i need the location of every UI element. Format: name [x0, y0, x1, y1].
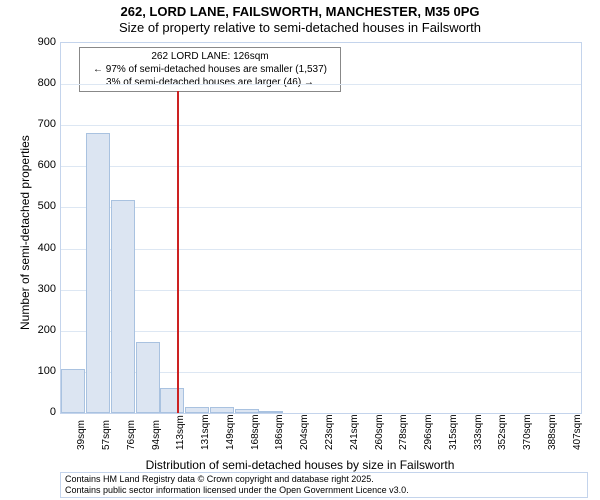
x-tick-label: 241sqm: [349, 414, 360, 450]
x-tick-label: 131sqm: [200, 414, 211, 450]
x-tick-label: 204sqm: [299, 414, 310, 450]
histogram-bar: [185, 407, 209, 413]
x-tick-label: 407sqm: [572, 414, 583, 450]
annotation-line3: 3% of semi-detached houses are larger (4…: [85, 76, 335, 89]
gridline: [61, 207, 581, 208]
gridline: [61, 331, 581, 332]
x-tick-label: 333sqm: [473, 414, 484, 450]
y-tick-label: 0: [26, 406, 56, 418]
y-tick-label: 400: [26, 242, 56, 254]
y-tick-label: 700: [26, 118, 56, 130]
annotation-line1: 262 LORD LANE: 126sqm: [85, 50, 335, 63]
gridline: [61, 166, 581, 167]
histogram-bar: [210, 407, 234, 413]
x-axis-label: Distribution of semi-detached houses by …: [0, 458, 600, 472]
gridline: [61, 125, 581, 126]
annotation-box: 262 LORD LANE: 126sqm ← 97% of semi-deta…: [79, 47, 341, 92]
x-tick-label: 76sqm: [126, 420, 137, 450]
y-tick-label: 800: [26, 77, 56, 89]
annotation-line2: ← 97% of semi-detached houses are smalle…: [85, 63, 335, 76]
x-tick-label: 186sqm: [274, 414, 285, 450]
chart-title-address: 262, LORD LANE, FAILSWORTH, MANCHESTER, …: [0, 4, 600, 19]
y-tick-label: 200: [26, 324, 56, 336]
histogram-bar: [160, 388, 184, 413]
x-tick-label: 223sqm: [324, 414, 335, 450]
y-tick-label: 100: [26, 365, 56, 377]
histogram-bar: [259, 411, 283, 413]
x-tick-label: 278sqm: [398, 414, 409, 450]
histogram-bar: [235, 409, 259, 413]
x-tick-label: 94sqm: [151, 420, 162, 450]
x-tick-label: 149sqm: [225, 414, 236, 450]
chart-container: 262, LORD LANE, FAILSWORTH, MANCHESTER, …: [0, 0, 600, 500]
x-tick-label: 352sqm: [497, 414, 508, 450]
histogram-bar: [61, 369, 85, 413]
histogram-bar: [111, 200, 135, 413]
x-tick-label: 388sqm: [547, 414, 558, 450]
y-tick-label: 300: [26, 283, 56, 295]
y-tick-label: 900: [26, 36, 56, 48]
x-tick-label: 57sqm: [101, 420, 112, 450]
gridline: [61, 249, 581, 250]
gridline: [61, 290, 581, 291]
footer-line1: Contains HM Land Registry data © Crown c…: [65, 474, 583, 485]
x-tick-label: 370sqm: [522, 414, 533, 450]
x-tick-label: 39sqm: [76, 420, 87, 450]
x-tick-label: 260sqm: [374, 414, 385, 450]
plot-area: 262 LORD LANE: 126sqm ← 97% of semi-deta…: [60, 42, 582, 414]
histogram-bar: [136, 342, 160, 413]
histogram-bar: [86, 133, 110, 413]
y-tick-label: 500: [26, 200, 56, 212]
x-tick-label: 168sqm: [250, 414, 261, 450]
footer-attribution: Contains HM Land Registry data © Crown c…: [60, 472, 588, 498]
footer-line2: Contains public sector information licen…: [65, 485, 583, 496]
chart-title-subtitle: Size of property relative to semi-detach…: [0, 20, 600, 35]
gridline: [61, 84, 581, 85]
property-marker-line: [177, 91, 179, 413]
x-tick-label: 296sqm: [423, 414, 434, 450]
x-tick-label: 113sqm: [175, 415, 186, 450]
y-tick-label: 600: [26, 159, 56, 171]
x-tick-label: 315sqm: [448, 414, 459, 450]
